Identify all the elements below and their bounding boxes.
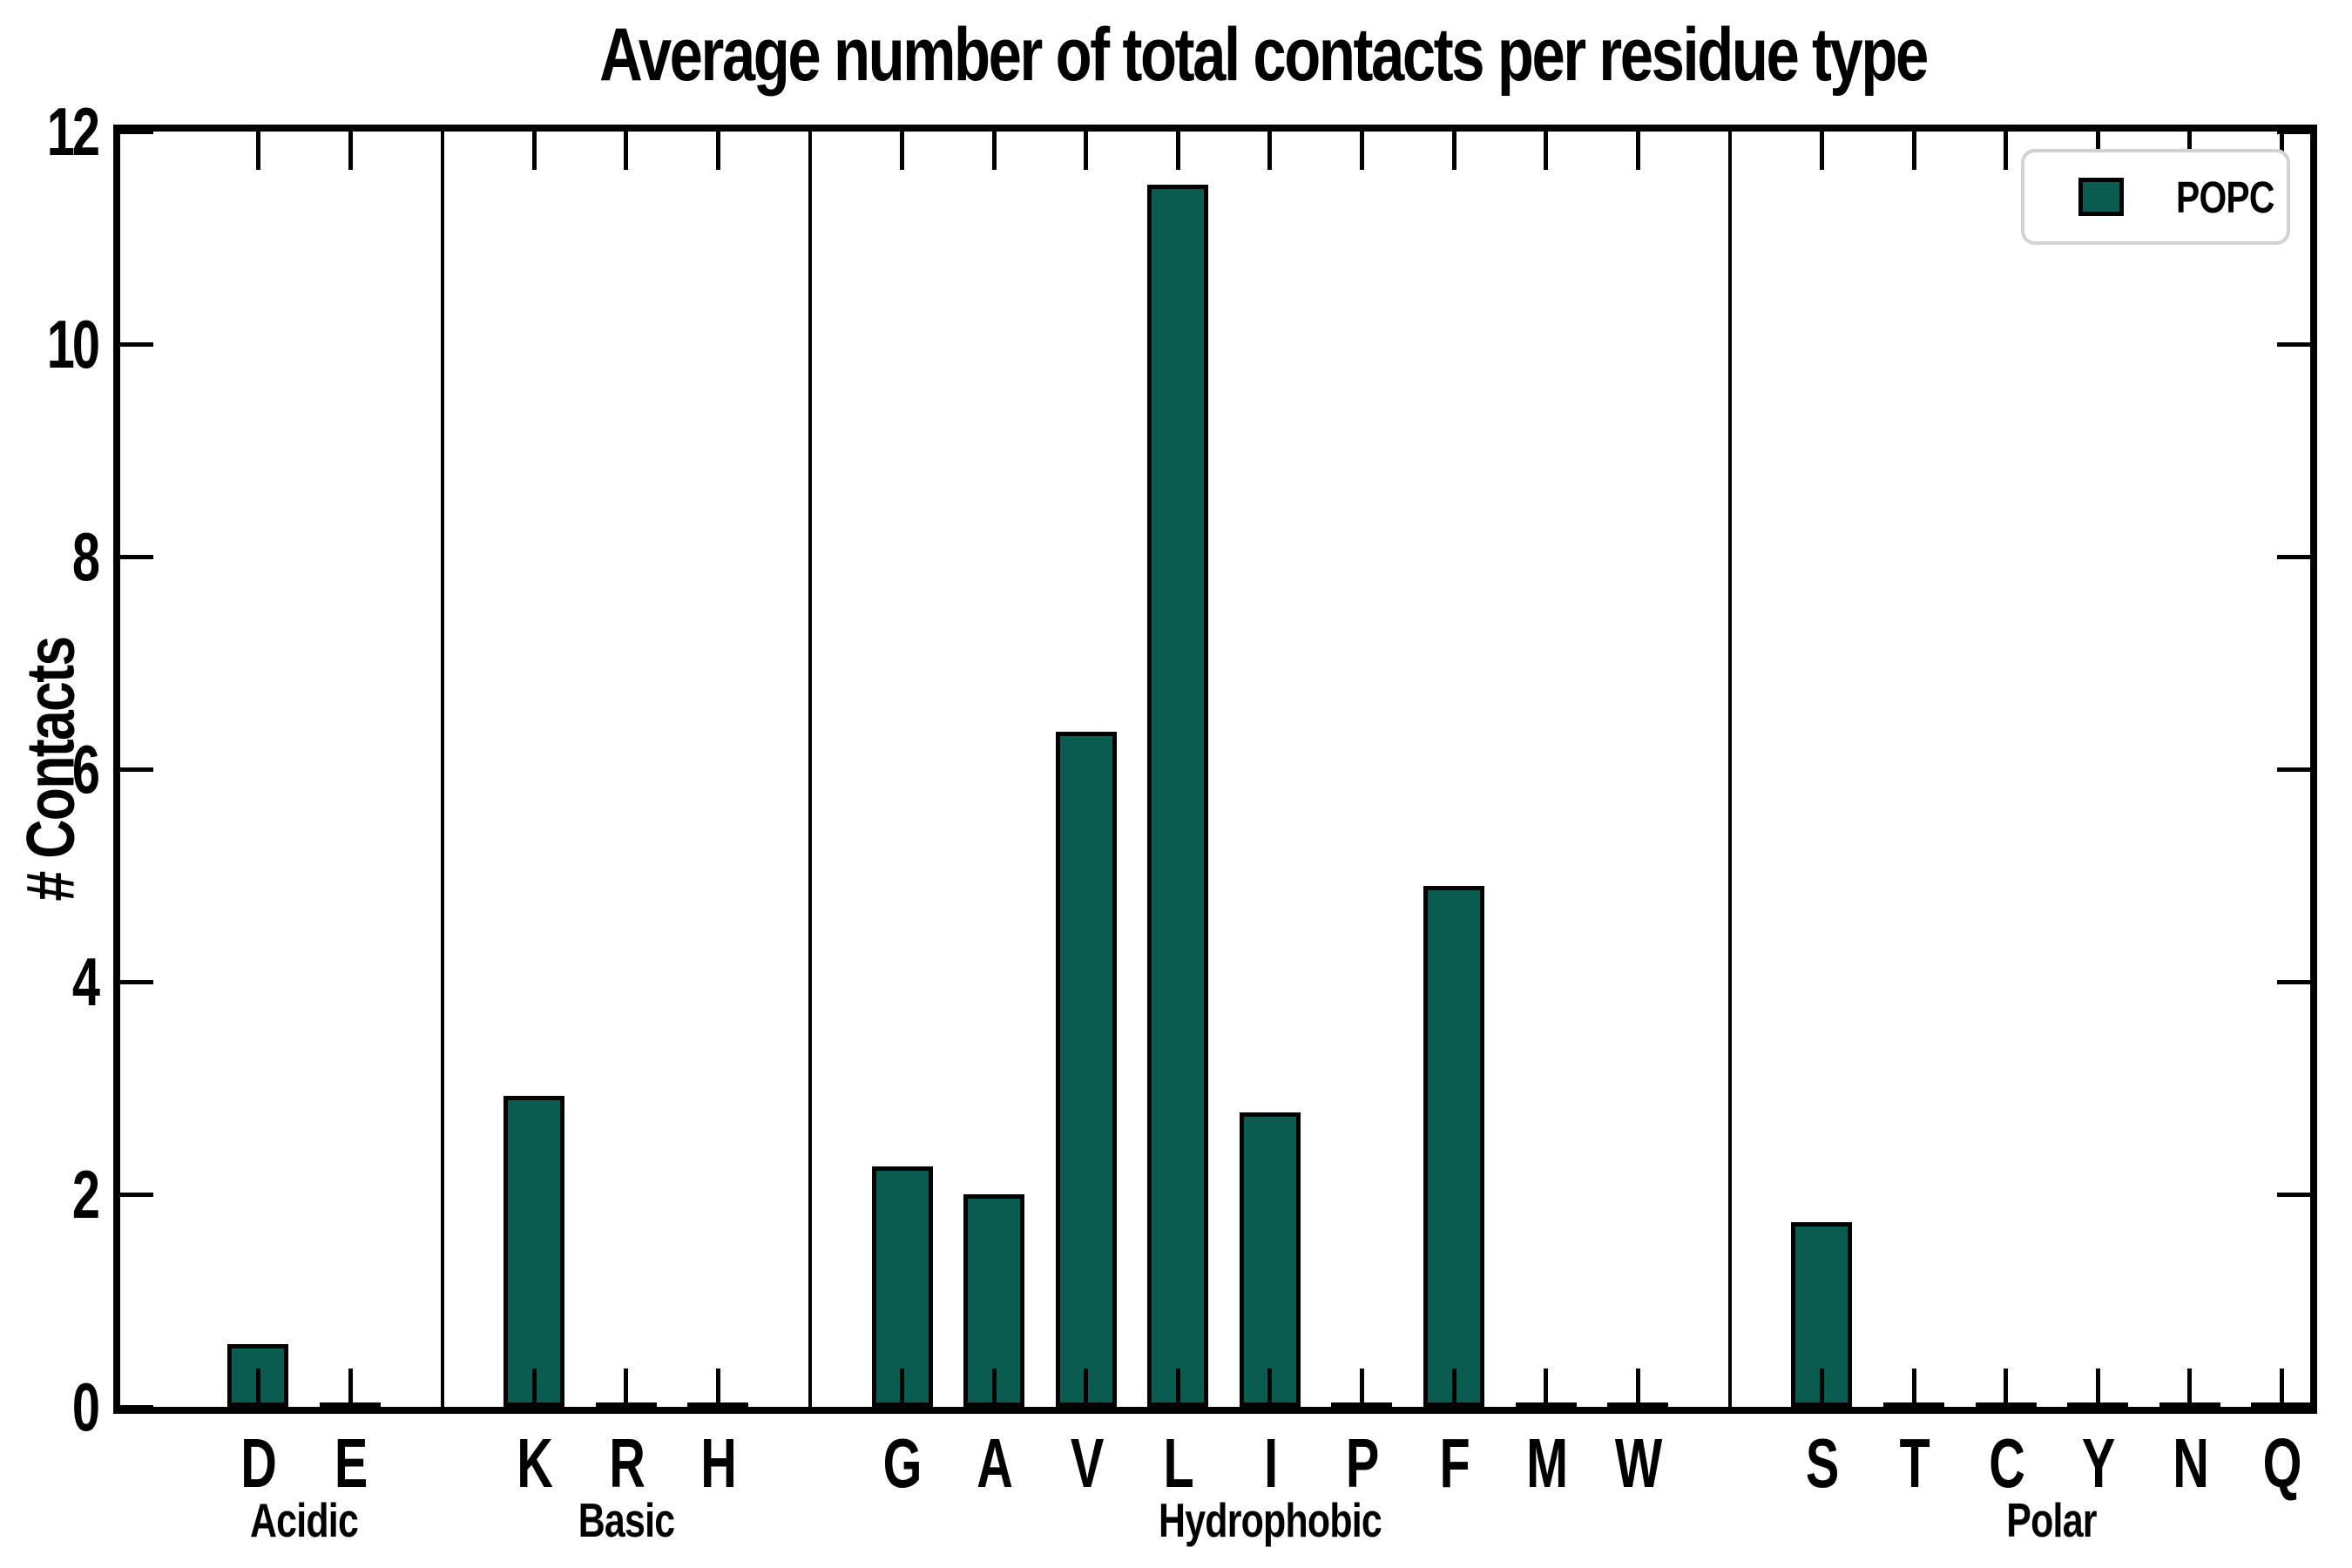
x-tick-bottom-F [1451, 1369, 1456, 1407]
x-tick-bottom-D [255, 1369, 260, 1407]
x-tick-bottom-I [1267, 1369, 1273, 1407]
y-tick-label-6: 6 [71, 731, 100, 808]
group-divider [808, 132, 812, 1407]
bar-L [1147, 185, 1209, 1407]
y-tick-left-4 [120, 979, 153, 984]
x-tick-bottom-Q [2279, 1369, 2284, 1407]
x-tick-bottom-C [2004, 1369, 2009, 1407]
x-tick-top-H [715, 132, 720, 170]
y-tick-label-2: 2 [71, 1156, 100, 1233]
y-tick-right-12 [2277, 129, 2310, 134]
x-tick-top-K [531, 132, 537, 170]
bar-F [1423, 886, 1484, 1407]
group-divider [1727, 132, 1732, 1407]
x-tick-bottom-H [715, 1369, 720, 1407]
x-tick-label-C: C [1988, 1424, 2025, 1502]
y-tick-label-10: 10 [46, 306, 100, 382]
legend-label: POPC [2176, 172, 2275, 222]
x-tick-bottom-R [624, 1369, 629, 1407]
bar-G [871, 1166, 933, 1407]
x-tick-bottom-E [348, 1369, 353, 1407]
x-tick-label-T: T [1899, 1424, 1930, 1502]
x-tick-label-L: L [1163, 1424, 1194, 1502]
x-tick-top-G [900, 132, 904, 170]
legend-swatch-popc [2078, 178, 2125, 216]
x-tick-label-E: E [334, 1424, 368, 1502]
x-tick-bottom-A [991, 1369, 997, 1407]
x-tick-top-A [991, 132, 997, 170]
x-tick-top-L [1175, 132, 1180, 170]
y-tick-label-8: 8 [71, 518, 100, 595]
x-tick-top-D [255, 132, 260, 170]
x-tick-bottom-N [2187, 1369, 2193, 1407]
y-tick-left-10 [120, 341, 153, 347]
y-tick-right-8 [2277, 554, 2310, 559]
x-tick-label-Q: Q [2262, 1424, 2302, 1502]
x-tick-label-M: M [1525, 1424, 1568, 1502]
y-tick-right-10 [2277, 341, 2310, 347]
x-tick-top-F [1451, 132, 1456, 170]
x-tick-top-T [1911, 132, 1916, 170]
plot-area [113, 125, 2317, 1414]
group-label-polar: Polar [2006, 1493, 2098, 1547]
x-tick-label-I: I [1263, 1424, 1278, 1502]
y-tick-right-6 [2277, 767, 2310, 772]
x-tick-top-W [1635, 132, 1640, 170]
y-tick-left-6 [120, 767, 153, 772]
x-tick-top-R [624, 132, 629, 170]
y-tick-label-0: 0 [71, 1369, 100, 1445]
x-tick-top-C [2004, 132, 2009, 170]
y-tick-left-12 [120, 129, 153, 134]
x-tick-bottom-W [1635, 1369, 1640, 1407]
x-tick-bottom-G [900, 1369, 904, 1407]
x-tick-top-E [348, 132, 353, 170]
x-tick-bottom-L [1175, 1369, 1180, 1407]
y-tick-left-0 [120, 1404, 153, 1409]
x-tick-top-P [1359, 132, 1364, 170]
x-tick-label-V: V [1070, 1424, 1104, 1502]
y-tick-right-2 [2277, 1192, 2310, 1197]
y-tick-left-8 [120, 554, 153, 559]
x-tick-bottom-P [1359, 1369, 1364, 1407]
x-tick-bottom-K [531, 1369, 537, 1407]
x-tick-bottom-T [1911, 1369, 1916, 1407]
y-tick-right-0 [2277, 1404, 2310, 1409]
x-tick-label-Y: Y [2082, 1424, 2115, 1502]
group-label-basic: Basic [578, 1493, 675, 1547]
x-tick-label-S: S [1806, 1424, 1839, 1502]
x-tick-label-W: W [1615, 1424, 1662, 1502]
legend: POPC [2021, 149, 2290, 245]
group-divider [440, 132, 444, 1407]
bar-I [1239, 1112, 1301, 1407]
x-tick-top-S [1819, 132, 1824, 170]
x-tick-top-M [1544, 132, 1549, 170]
x-tick-label-G: G [883, 1424, 923, 1502]
y-tick-label-12: 12 [46, 93, 100, 170]
y-tick-label-4: 4 [71, 943, 100, 1020]
x-tick-bottom-Y [2095, 1369, 2100, 1407]
x-tick-label-P: P [1346, 1424, 1379, 1502]
y-tick-left-2 [120, 1192, 153, 1197]
x-tick-label-R: R [608, 1424, 645, 1502]
x-tick-label-F: F [1439, 1424, 1470, 1502]
x-tick-label-N: N [2172, 1424, 2209, 1502]
x-tick-bottom-S [1819, 1369, 1824, 1407]
bar-V [1055, 732, 1117, 1407]
x-tick-bottom-M [1544, 1369, 1549, 1407]
y-tick-right-4 [2277, 979, 2310, 984]
x-tick-label-K: K [517, 1424, 553, 1502]
x-tick-label-D: D [240, 1424, 278, 1502]
x-tick-label-H: H [700, 1424, 738, 1502]
group-label-acidic: Acidic [250, 1493, 359, 1547]
x-tick-label-A: A [977, 1424, 1013, 1502]
x-tick-top-V [1084, 132, 1089, 170]
x-tick-top-I [1267, 132, 1273, 170]
chart-title: Average number of total contacts per res… [599, 13, 1929, 97]
bar-K [504, 1095, 565, 1407]
group-label-hydrophobic: Hydrophobic [1158, 1493, 1382, 1547]
x-tick-bottom-V [1084, 1369, 1089, 1407]
